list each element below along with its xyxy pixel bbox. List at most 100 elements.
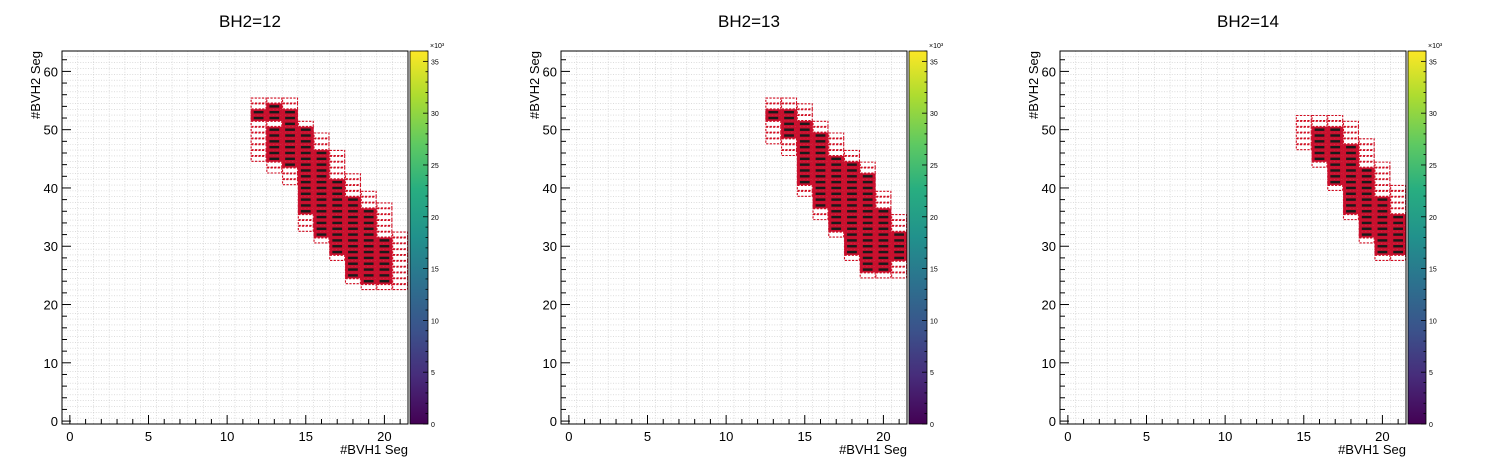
heatmap-cell (1374, 190, 1391, 197)
heatmap-cell (812, 208, 829, 215)
heatmap-cell-marker (285, 110, 295, 114)
heatmap-cell (781, 138, 798, 145)
heatmap-cell (392, 231, 409, 238)
heatmap-cell-marker (285, 163, 295, 166)
heatmap-cell-marker (332, 233, 343, 236)
y-tick-label: 40 (44, 181, 58, 196)
heatmap-cell-marker (815, 175, 826, 178)
heatmap-cell (392, 283, 409, 291)
heatmap-cell-marker (316, 204, 327, 207)
heatmap-cell (859, 161, 876, 168)
heatmap-cell (891, 219, 908, 226)
heatmap-cell-marker (815, 151, 826, 155)
heatmap-cell-marker (348, 262, 358, 265)
heatmap-cell-marker (862, 180, 873, 184)
heatmap-cell (344, 173, 361, 180)
heatmap-cell-marker (815, 180, 826, 184)
heatmap-cell-marker (1361, 180, 1372, 184)
heatmap-cell (859, 167, 876, 174)
heatmap-cell (250, 155, 267, 162)
colorbar-ticks (423, 50, 428, 425)
heatmap-cell (250, 144, 267, 151)
heatmap-cell (1374, 173, 1391, 180)
heatmap-cell-marker (1377, 204, 1388, 207)
plot-frame (560, 50, 908, 425)
heatmap-cell-marker (1393, 215, 1403, 219)
heatmap-cell-marker (815, 169, 826, 172)
heatmap-cell (1295, 126, 1312, 133)
heatmap-cell-marker (1330, 128, 1341, 131)
heatmap-cell (376, 219, 393, 226)
heatmap-cell-marker (1377, 198, 1388, 201)
heatmap-cell-marker (799, 180, 810, 184)
heatmap-cell-marker (1346, 204, 1356, 207)
heatmap-cell-marker (831, 192, 842, 195)
heatmap-cell-marker (269, 128, 280, 131)
y-tick-label: 50 (1042, 123, 1056, 138)
heatmap-cell-marker (285, 151, 295, 155)
heatmap-cell-marker (300, 204, 311, 207)
heatmap-cell-marker (253, 116, 264, 120)
heatmap-cell-marker (348, 268, 358, 271)
heatmap-cell-marker (348, 250, 358, 254)
heatmap-cell (875, 202, 892, 209)
heatmap-cell (796, 184, 813, 192)
heatmap-cell (828, 138, 845, 145)
heatmap-cell (1327, 114, 1344, 122)
heatmap-cell-marker (831, 175, 842, 178)
y-tick-label: 0 (51, 414, 58, 429)
heatmap-cell (843, 155, 860, 162)
heatmap-cell-marker (379, 268, 390, 271)
heatmap-cell (1327, 120, 1344, 127)
heatmap-cell-marker (862, 268, 873, 271)
heatmap-cell (796, 103, 813, 110)
heatmap-cell (360, 196, 377, 203)
heatmap-cell (796, 114, 813, 122)
heatmap-cell (250, 138, 267, 145)
heatmap-cell-marker (847, 210, 857, 213)
heatmap-cell-marker (316, 192, 327, 195)
heatmap-cell-marker (894, 256, 904, 260)
colorbar (409, 50, 429, 425)
heatmap-cell-marker (1377, 245, 1388, 248)
heatmap-cell-marker (1393, 239, 1403, 242)
heatmap-cell-marker (831, 186, 842, 190)
heatmap-cell-marker (285, 145, 295, 149)
x-axis-label: #BVH1 Seg (839, 442, 907, 457)
heatmap-cell-marker (878, 262, 889, 265)
heatmap-cell-marker (363, 233, 374, 236)
heatmap-cell-marker (348, 256, 358, 260)
colorbar-tick-label: 0 (930, 422, 934, 429)
heatmap-cell (828, 144, 845, 151)
heatmap-cell-marker (363, 250, 374, 254)
colorbar-ticks (922, 50, 927, 425)
heatmap-cell-marker (300, 151, 311, 155)
heatmap-cell-marker (316, 221, 327, 225)
heatmap-cell (1311, 120, 1328, 127)
heatmap-cell (376, 283, 393, 291)
heatmap-cell (250, 132, 267, 139)
heatmap-cell-marker (815, 163, 826, 166)
colorbar-tick-label: 30 (1429, 111, 1437, 118)
heatmap-cell-marker (332, 180, 343, 184)
heatmap-cell (1295, 120, 1312, 127)
heatmap-cell-marker (285, 134, 295, 137)
heatmap-cell (329, 155, 346, 162)
plot-frame (1059, 50, 1407, 425)
heatmap-cell (266, 97, 283, 104)
heatmap-cell-marker (847, 227, 857, 230)
heatmap-cell (1342, 126, 1359, 133)
heatmap-cell-marker (1330, 145, 1341, 149)
heatmap-cell-marker (847, 245, 857, 248)
heatmap-cell-marker (894, 250, 904, 254)
heatmap-cell (1295, 144, 1312, 151)
heatmap-cell-marker (316, 175, 327, 178)
heatmap-cell-marker (1377, 239, 1388, 242)
heatmap-cell-marker (379, 245, 390, 248)
heatmap-cell (344, 190, 361, 197)
x-axis-ticks (69, 415, 401, 424)
chart-title: BH2=14 (1217, 12, 1279, 31)
heatmap-cell-marker (285, 116, 295, 120)
heatmap-cell-marker (1330, 163, 1341, 166)
heatmap-cell (282, 167, 299, 174)
